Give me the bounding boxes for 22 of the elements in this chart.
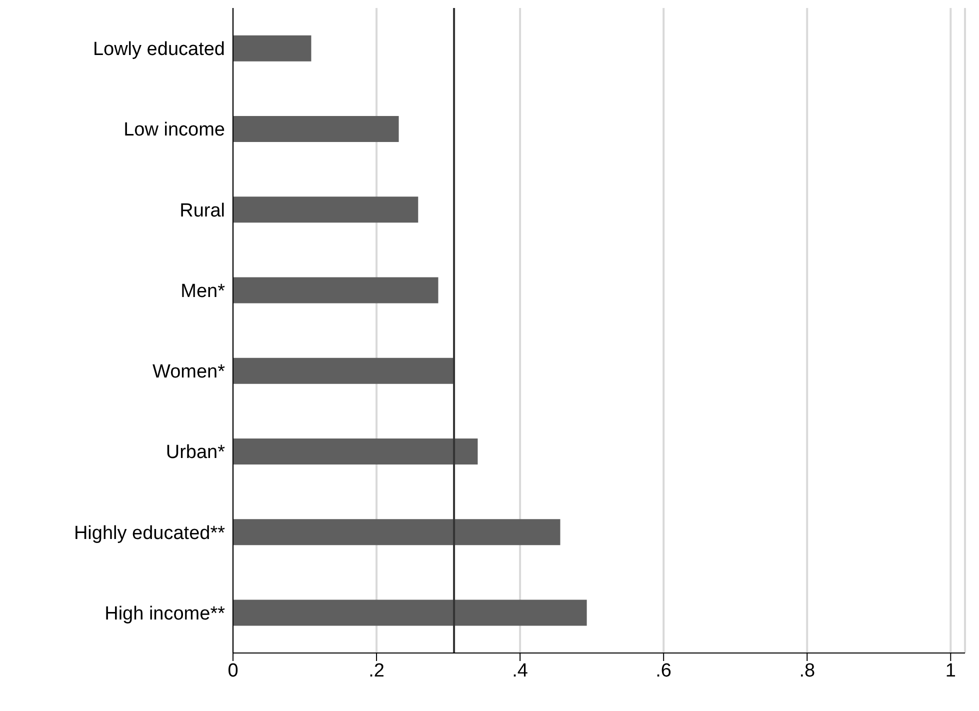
- y-tick-label: Low income: [124, 120, 225, 141]
- x-tick-label: .8: [799, 660, 816, 682]
- bar: [233, 519, 560, 546]
- bar: [233, 277, 438, 304]
- y-tick-label: Men*: [180, 280, 226, 302]
- bar: [233, 600, 587, 626]
- bar: [233, 35, 312, 62]
- x-tick-label: .2: [368, 660, 384, 682]
- y-tick-label: High income**: [104, 603, 226, 624]
- y-tick-label: Lowly educated: [92, 39, 225, 60]
- bar: [233, 358, 454, 384]
- x-tick-label: 0: [228, 660, 238, 682]
- bar: [233, 116, 399, 142]
- bar: [233, 196, 418, 223]
- x-tick-label: .6: [656, 660, 672, 682]
- y-tick-label: Rural: [180, 200, 225, 222]
- bar: [233, 438, 478, 465]
- y-tick-label: Women*: [152, 362, 226, 383]
- x-tick-label: .4: [512, 660, 528, 682]
- y-tick-label: Highly educated**: [74, 522, 226, 544]
- x-tick-label: 1: [945, 660, 956, 682]
- y-tick-label: Urban*: [166, 442, 226, 464]
